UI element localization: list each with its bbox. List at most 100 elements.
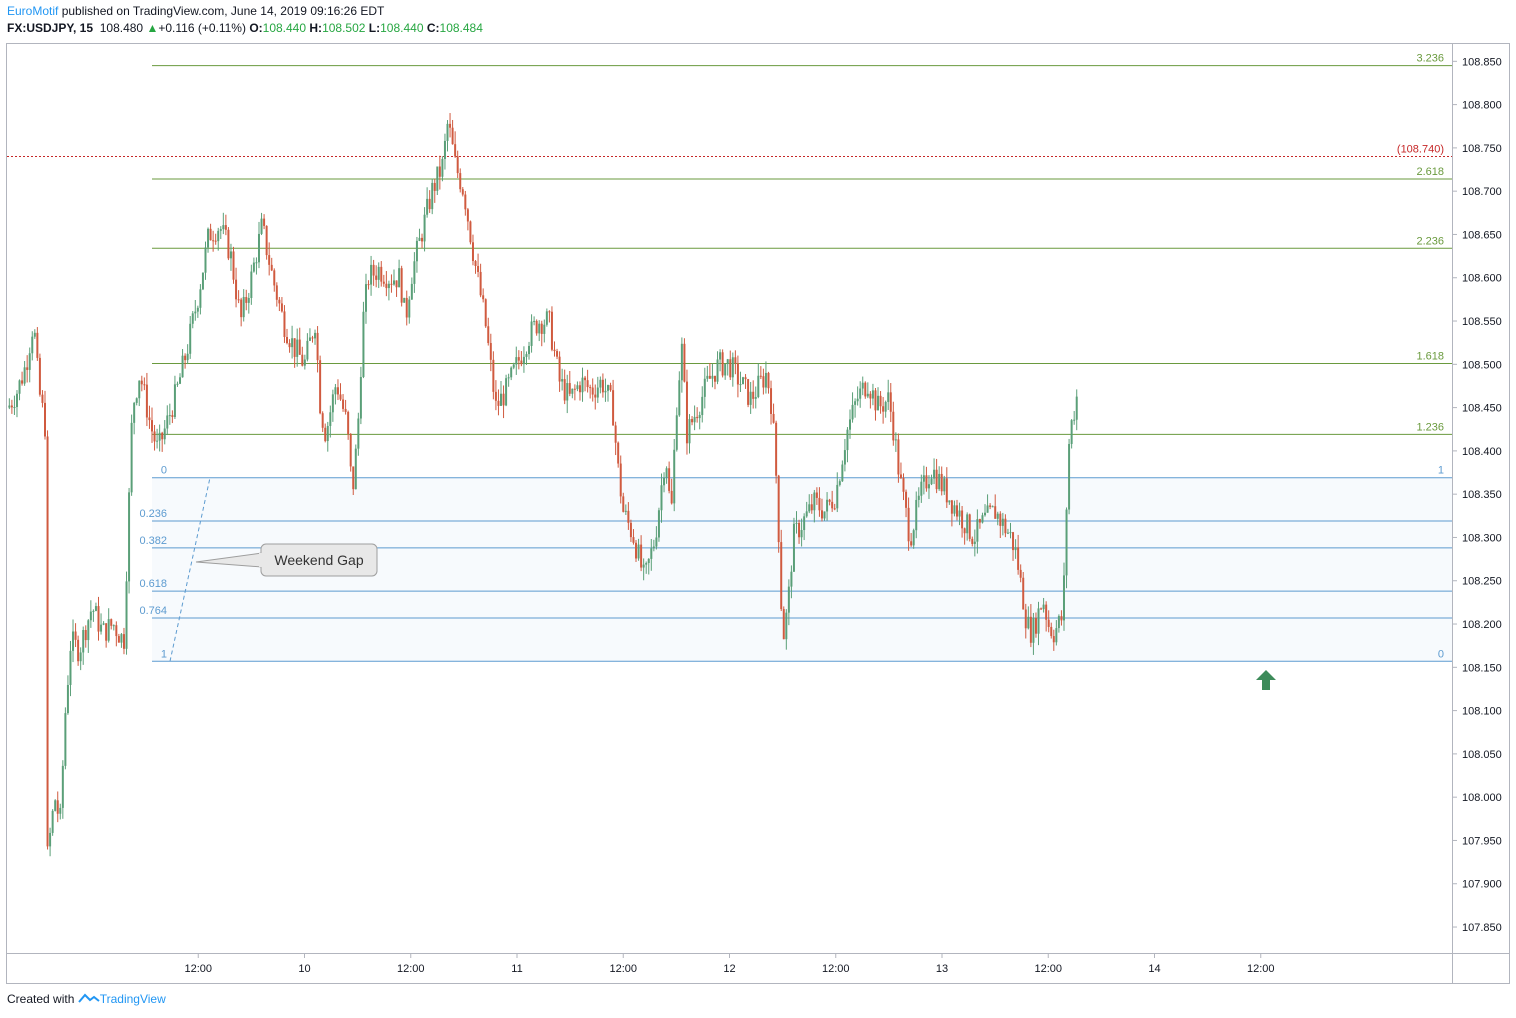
- fib-ext-label-6: 0: [1438, 648, 1444, 660]
- candle-69: [184, 353, 187, 369]
- publisher-name[interactable]: EuroMotif: [7, 4, 59, 18]
- candle-412: [1057, 614, 1060, 633]
- candle-364: [935, 458, 938, 494]
- fib-levels[interactable]: 3.236 2.618 2.236 1.618 1.236 1 0 0 0.236 0.382 0.…: [139, 53, 1452, 662]
- candle-417: [1070, 419, 1073, 449]
- candle-246: [635, 540, 638, 563]
- up-arrow-marker-icon[interactable]: [1256, 670, 1276, 690]
- price-axis[interactable]: 108.850 108.800 108.750 108.700 108.650 108.6…: [1452, 56, 1502, 934]
- up-arrow-icon: ▲: [146, 21, 159, 35]
- candle-12: [38, 353, 41, 397]
- candle-8: [28, 347, 31, 383]
- fib-ext-label-0: 3.236: [1416, 53, 1444, 65]
- candle-2: [13, 395, 16, 415]
- candle-198: [512, 362, 515, 370]
- symbol-label[interactable]: FX:USDJPY, 15: [7, 21, 94, 35]
- candle-316: [813, 489, 816, 523]
- candle-288: [742, 376, 745, 385]
- candle-59: [158, 424, 161, 452]
- candle-105: [275, 282, 278, 307]
- candle-215: [556, 348, 559, 360]
- candle-160: [415, 236, 418, 273]
- candle-361: [927, 475, 930, 499]
- candle-71: [189, 316, 192, 359]
- candle-403: [1034, 612, 1037, 638]
- candle-16: [49, 827, 52, 857]
- candle-102: [268, 242, 271, 276]
- candle-243: [627, 502, 630, 530]
- time-axis[interactable]: 12:00 10 12:00 11 12:00 12 12:00 13 12:00 14 12:00: [184, 953, 1275, 975]
- candle-163: [423, 207, 426, 252]
- weekend-gap-annotation[interactable]: Weekend Gap: [169, 477, 378, 662]
- candle-179: [464, 190, 467, 216]
- candle-123: [321, 411, 324, 433]
- candle-392: [1006, 528, 1009, 535]
- candle-136: [354, 444, 357, 490]
- candle-145: [377, 262, 380, 289]
- x-tick-label-6: 12:00: [822, 963, 850, 975]
- candle-259: [668, 461, 671, 494]
- candle-159: [413, 252, 416, 293]
- candle-226: [584, 375, 587, 392]
- candle-394: [1012, 531, 1015, 561]
- y-tick-label-0: 108.850: [1462, 56, 1502, 68]
- candle-249: [642, 558, 645, 581]
- candle-134: [349, 433, 352, 472]
- candle-276: [711, 363, 714, 388]
- candle-374: [961, 505, 964, 538]
- low-label: L:: [368, 21, 381, 35]
- candle-308: [792, 517, 795, 572]
- candle-77: [204, 241, 207, 280]
- candle-213: [550, 306, 553, 352]
- candle-268: [691, 416, 694, 426]
- candle-32: [89, 600, 92, 628]
- x-tick-label-0: 12:00: [184, 963, 212, 975]
- candle-65: [173, 375, 176, 420]
- candle-131: [342, 394, 345, 412]
- candle-221: [571, 388, 574, 399]
- price-alert-line[interactable]: (108.740): [7, 144, 1452, 158]
- candle-3: [15, 390, 18, 418]
- candle-56: [150, 407, 153, 443]
- candle-335: [861, 376, 864, 396]
- candle-319: [820, 498, 823, 522]
- candle-222: [573, 384, 576, 401]
- candle-30: [84, 625, 87, 648]
- candle-375: [963, 527, 966, 545]
- candle-400: [1027, 606, 1030, 630]
- candle-82: [217, 227, 220, 251]
- callout-text: Weekend Gap: [274, 552, 363, 568]
- up-arrow-shape: [1256, 670, 1276, 690]
- candle-34: [94, 602, 97, 612]
- candle-19: [56, 791, 59, 823]
- candle-127: [331, 389, 334, 422]
- candle-27: [77, 635, 80, 666]
- y-tick-label-3: 108.700: [1462, 186, 1502, 198]
- candle-66: [176, 381, 179, 387]
- candle-53: [143, 377, 146, 391]
- fib-retr-label-5: 1: [161, 648, 167, 660]
- candle-86: [227, 227, 230, 261]
- candle-263: [678, 371, 681, 417]
- candle-402: [1032, 612, 1035, 655]
- candle-301: [775, 420, 778, 484]
- candle-138: [359, 366, 362, 425]
- candle-310: [798, 519, 801, 544]
- candle-322: [828, 498, 831, 506]
- candle-5: [21, 371, 24, 386]
- candle-353: [907, 497, 910, 551]
- candle-176: [456, 150, 459, 178]
- candle-281: [724, 363, 727, 380]
- tradingview-brand[interactable]: TradingView: [99, 992, 166, 1006]
- candle-370: [950, 499, 953, 527]
- candle-115: [301, 346, 304, 367]
- candle-178: [461, 187, 464, 197]
- candle-302: [777, 474, 780, 553]
- y-tick-label-8: 108.450: [1462, 403, 1502, 415]
- candle-313: [805, 501, 808, 518]
- candle-372: [955, 499, 958, 521]
- candle-298: [767, 371, 770, 394]
- candle-106: [278, 297, 281, 312]
- candle-220: [568, 370, 571, 397]
